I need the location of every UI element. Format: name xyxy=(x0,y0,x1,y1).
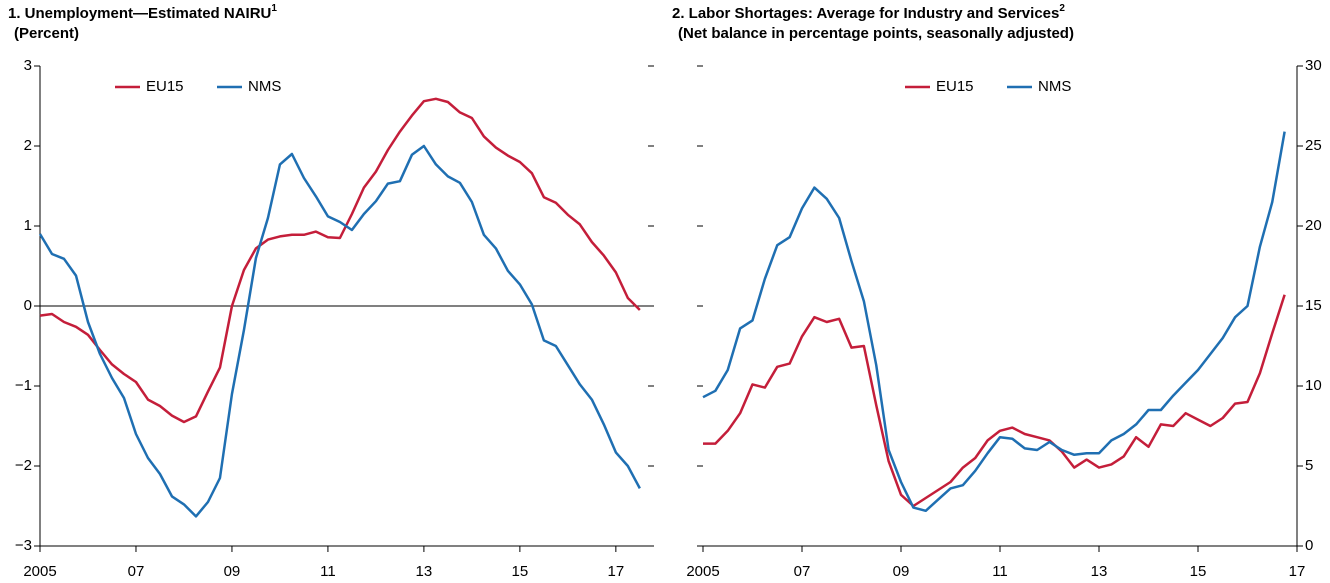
data-line xyxy=(703,294,1286,508)
y-tick-label: 5 xyxy=(1305,457,1313,474)
y-tick-label: 30 xyxy=(1305,57,1322,74)
y-tick-label: 25 xyxy=(1305,137,1322,154)
chart-title: 2. Labor Shortages: Average for Industry… xyxy=(672,3,1065,22)
x-tick-label: 13 xyxy=(1091,563,1108,580)
y-tick-label: −3 xyxy=(15,537,32,554)
y-tick-label: 3 xyxy=(24,57,32,74)
x-tick-label: 15 xyxy=(512,563,529,580)
chart-title: 1. Unemployment—Estimated NAIRU1 xyxy=(8,3,277,22)
x-tick-label: 2005 xyxy=(686,563,719,580)
x-tick-label: 07 xyxy=(128,563,145,580)
title-text: 2. Labor Shortages: Average for Industry… xyxy=(672,5,1059,22)
y-tick-label: −1 xyxy=(15,377,32,394)
y-tick-label: 15 xyxy=(1305,297,1322,314)
y-tick-label: 0 xyxy=(24,297,32,314)
title-note: 2 xyxy=(1059,3,1065,14)
y-tick-label: 2 xyxy=(24,137,32,154)
data-line xyxy=(39,97,641,424)
data-line xyxy=(38,144,641,518)
title-note: 1 xyxy=(271,3,277,14)
title-text: 1. Unemployment—Estimated NAIRU xyxy=(8,5,271,22)
x-tick-label: 09 xyxy=(893,563,910,580)
y-tick-label: 20 xyxy=(1305,217,1322,234)
data-line xyxy=(702,131,1286,513)
chart-subtitle: (Percent) xyxy=(14,25,79,42)
x-tick-label: 17 xyxy=(608,563,625,580)
legend-label: NMS xyxy=(248,78,281,95)
x-tick-label: 07 xyxy=(794,563,811,580)
y-tick-label: 1 xyxy=(24,217,32,234)
x-tick-label: 15 xyxy=(1190,563,1207,580)
legend-label: NMS xyxy=(1038,78,1071,95)
x-tick-label: 09 xyxy=(224,563,241,580)
y-tick-label: 10 xyxy=(1305,377,1322,394)
x-tick-label: 2005 xyxy=(23,563,56,580)
x-tick-label: 17 xyxy=(1289,563,1306,580)
legend-label: EU15 xyxy=(936,78,974,95)
y-tick-label: −2 xyxy=(15,457,32,474)
x-tick-label: 11 xyxy=(320,563,336,580)
legend-label: EU15 xyxy=(146,78,184,95)
y-tick-label: 0 xyxy=(1305,537,1313,554)
x-tick-label: 11 xyxy=(992,563,1008,580)
x-tick-label: 13 xyxy=(416,563,433,580)
chart-subtitle: (Net balance in percentage points, seaso… xyxy=(678,25,1074,42)
